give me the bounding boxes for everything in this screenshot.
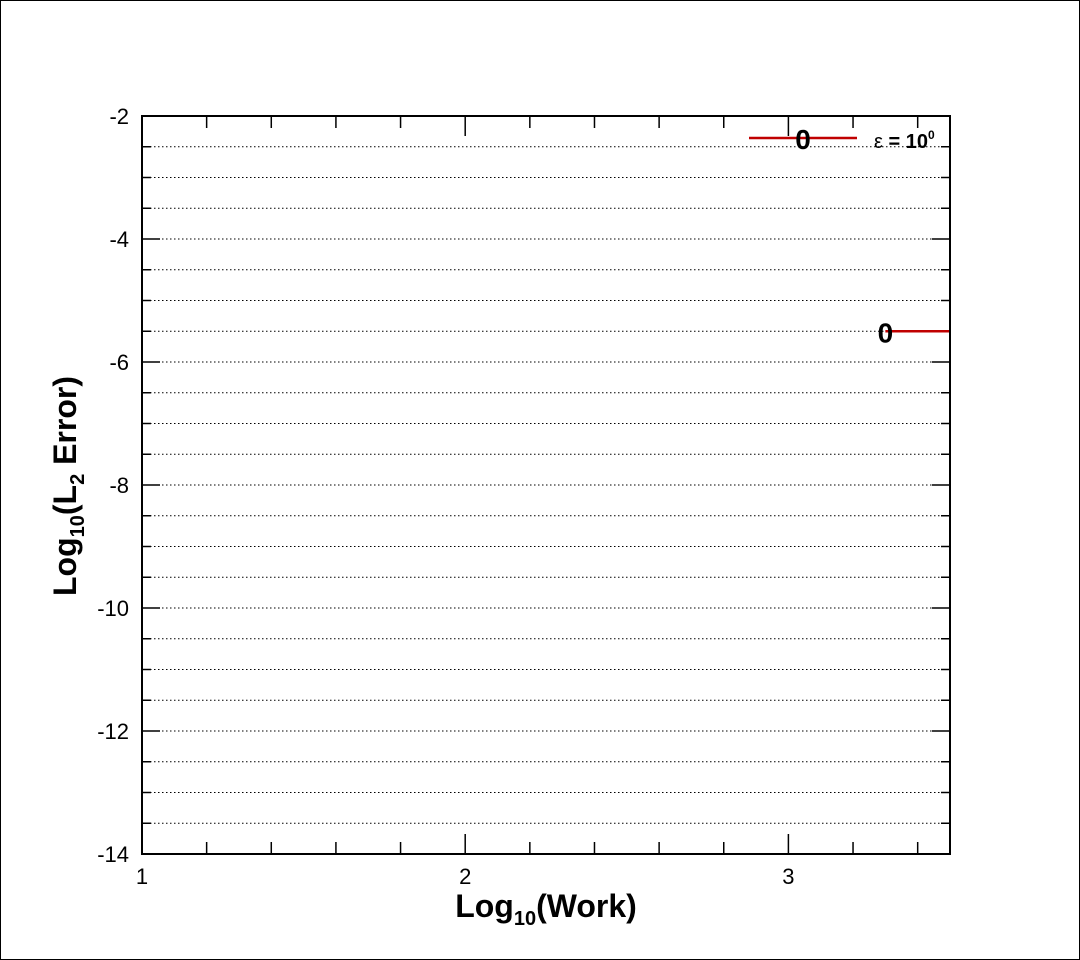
y-title-paren: (L — [47, 485, 83, 515]
y-title-rest: Error) — [47, 376, 83, 474]
legend-label: ε = 100 — [874, 128, 935, 153]
x-tick-label: 3 — [782, 864, 794, 889]
y-tick-label: -8 — [109, 473, 129, 498]
y-tick-label: -10 — [97, 596, 129, 621]
legend-marker: 0 — [795, 124, 811, 155]
x-title-base: Log — [455, 888, 514, 924]
y-tick-label: -6 — [109, 350, 129, 375]
y-tick-label: -2 — [109, 104, 129, 129]
legend-epsilon: ε — [874, 131, 883, 153]
legend: 0 ε = 100 — [749, 124, 935, 155]
y-tick-label: -14 — [97, 842, 129, 867]
x-axis-title: Log10(Work) — [455, 888, 637, 930]
y-tick-label: -12 — [97, 719, 129, 744]
y-title-sub2: 2 — [67, 474, 89, 485]
x-tick-label: 2 — [459, 864, 471, 889]
plot-area-border — [141, 115, 951, 855]
series-layer: 0 — [878, 317, 950, 348]
x-title-sub: 10 — [514, 908, 536, 930]
axis-ticks — [141, 115, 950, 855]
legend-sup: 0 — [928, 128, 935, 142]
y-axis-title: Log10(L2 Error) — [47, 376, 89, 596]
tick-labels: -14 -12 -10 -8 -6 -4 -2 1 2 3 — [97, 104, 794, 889]
y-title-base: Log — [47, 537, 83, 596]
y-tick-label: -4 — [109, 227, 129, 252]
x-title-rest: (Work) — [536, 888, 637, 924]
x-tick-label: 1 — [136, 864, 148, 889]
y-title-sub: 10 — [67, 515, 89, 537]
legend-eq: = 10 — [883, 131, 928, 153]
y-gridlines — [142, 146, 950, 824]
series-marker: 0 — [878, 317, 894, 348]
